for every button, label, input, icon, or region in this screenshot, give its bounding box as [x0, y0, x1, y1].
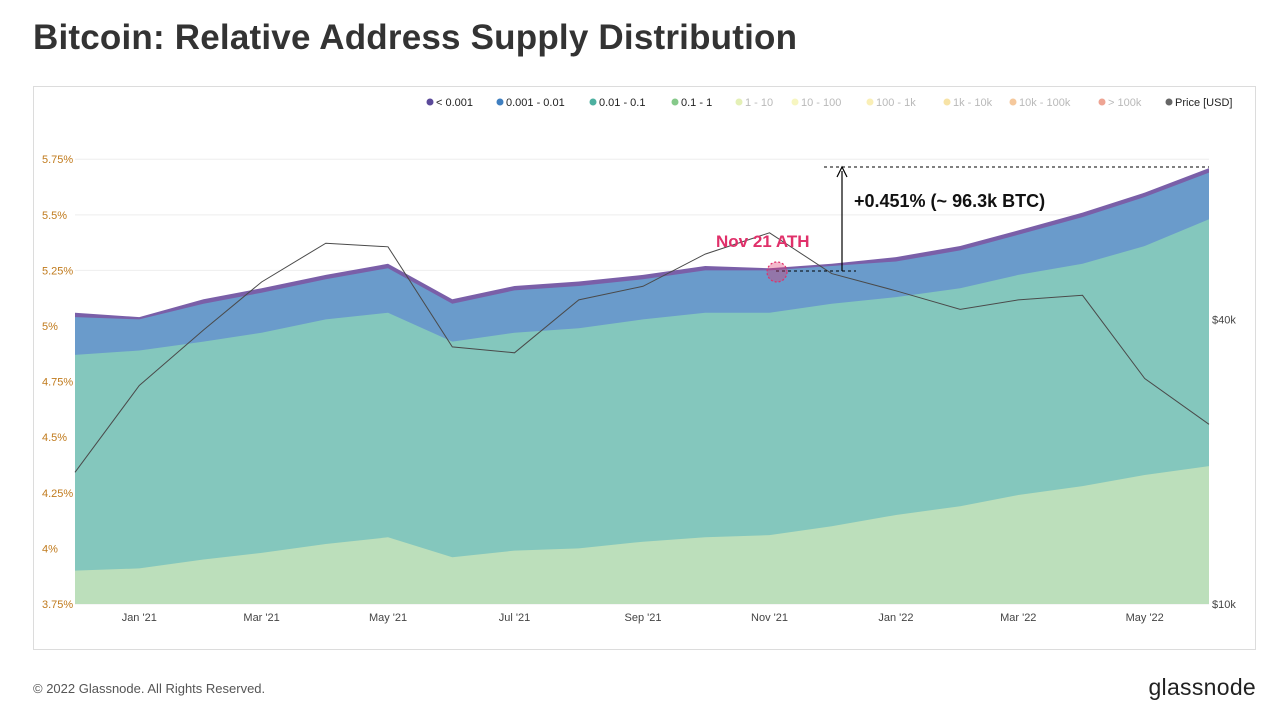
legend-label: 100 - 1k: [876, 97, 916, 109]
chart-frame: glassnode 3.75%4%4.25%4.5%4.75%5%5.25%5.…: [33, 86, 1256, 650]
x-tick-label: Mar '22: [1000, 612, 1036, 624]
y-tick-label: 5.25%: [42, 265, 73, 277]
legend-swatch: [671, 98, 679, 106]
legend-swatch: [791, 98, 799, 106]
legend-label: 0.1 - 1: [681, 97, 712, 109]
glassnode-logo: glassnode: [1148, 674, 1256, 700]
legend-swatch: [496, 98, 504, 106]
chart-svg: glassnode 3.75%4%4.25%4.5%4.75%5%5.25%5.…: [42, 97, 1236, 624]
legend-label: 10k - 100k: [1019, 97, 1071, 109]
legend-label: 10 - 100: [801, 97, 841, 109]
legend-swatch: [943, 98, 951, 106]
legend-label: < 0.001: [436, 97, 473, 109]
series-line-price: [74, 232, 1210, 473]
legend-item[interactable]: > 100k: [1098, 97, 1142, 109]
legend-item[interactable]: 0.001 - 0.01: [496, 97, 565, 109]
x-tick-label: May '21: [369, 612, 407, 624]
delta-arrowhead: [836, 165, 848, 178]
legend-item[interactable]: 100 - 1k: [866, 97, 917, 109]
y-tick-label: 4%: [42, 543, 58, 555]
area-layers: [75, 168, 1209, 605]
x-tick-label: May '22: [1126, 612, 1164, 624]
legend-item[interactable]: 10k - 100k: [1009, 97, 1071, 109]
legend-label: Price [USD]: [1175, 97, 1232, 109]
x-tick-label: Nov '21: [751, 612, 788, 624]
y-tick-label: 5.5%: [42, 210, 67, 222]
legend-item[interactable]: 1 - 10: [735, 97, 774, 109]
y-right-tick-label: $40k: [1212, 314, 1236, 326]
legend-item[interactable]: 0.1 - 1: [671, 97, 713, 109]
ath-marker: [766, 261, 788, 283]
x-tick-label: Sep '21: [625, 612, 662, 624]
x-axis: Jan '21 Mar '21 May '21 Jul '21 Sep '21 Nov '…: [122, 612, 1164, 624]
y-tick-label: 4.25%: [42, 488, 73, 500]
legend-item[interactable]: 0.01 - 0.1: [589, 97, 646, 109]
legend-item[interactable]: < 0.001: [426, 97, 474, 109]
annotations: Nov 21 ATH +0.451% (~ 96.3k BTC): [716, 165, 1209, 283]
legend-label: 0.01 - 0.1: [599, 97, 645, 109]
legend-label: 1k - 10k: [953, 97, 993, 109]
y-tick-label: 3.75%: [42, 599, 73, 611]
ath-label: Nov 21 ATH: [716, 232, 810, 251]
legend-swatch: [735, 98, 743, 106]
y-tick-label: 5%: [42, 321, 58, 333]
delta-label: +0.451% (~ 96.3k BTC): [854, 191, 1045, 211]
series-area-0-01-0-1: [75, 219, 1209, 605]
legend-item[interactable]: 1k - 10k: [943, 97, 993, 109]
legend-label: 1 - 10: [745, 97, 773, 109]
legend-label: 0.001 - 0.01: [506, 97, 565, 109]
y-tick-label: 5.75%: [42, 154, 73, 166]
x-tick-label: Jan '21: [122, 612, 157, 624]
x-tick-label: Mar '21: [243, 612, 279, 624]
x-tick-label: Jul '21: [499, 612, 530, 624]
legend-label: > 100k: [1108, 97, 1142, 109]
y-axis-right: $10k $40k: [1212, 314, 1236, 611]
y-tick-label: 4.75%: [42, 377, 73, 389]
legend-swatch: [426, 98, 434, 106]
page-title: Bitcoin: Relative Address Supply Distrib…: [33, 18, 798, 57]
legend-swatch: [1009, 98, 1017, 106]
y-axis-left: 3.75% 4% 4.25% 4.5% 4.75% 5% 5.25% 5.5% 5.75%: [42, 154, 73, 611]
legend-swatch: [1098, 98, 1106, 106]
y-right-tick-label: $10k: [1212, 599, 1236, 611]
legend-swatch: [589, 98, 597, 106]
legend: < 0.001 0.001 - 0.01 0.01 - 0.1 0.1 - 1 1 - …: [426, 97, 1233, 109]
y-tick-label: 4.5%: [42, 432, 67, 444]
legend-swatch: [1165, 98, 1173, 106]
series-area-0-1-1: [75, 466, 1209, 604]
legend-item[interactable]: 10 - 100: [791, 97, 842, 109]
x-tick-label: Jan '22: [878, 612, 913, 624]
copyright-text: © 2022 Glassnode. All Rights Reserved.: [33, 681, 266, 696]
legend-item[interactable]: Price [USD]: [1165, 97, 1233, 109]
legend-swatch: [866, 98, 874, 106]
